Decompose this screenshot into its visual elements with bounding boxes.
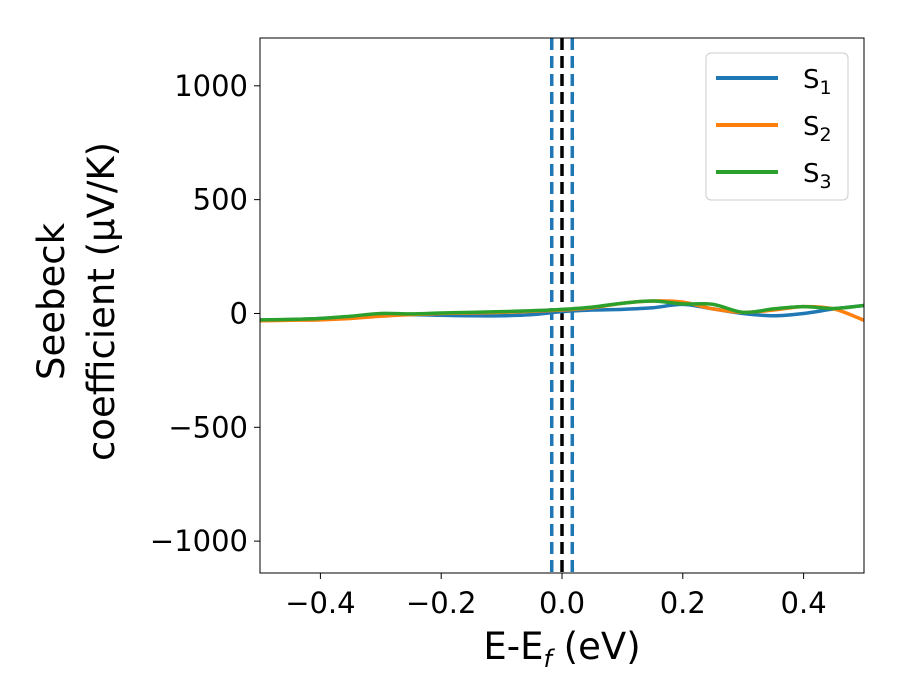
x-tick-label: −0.4 xyxy=(285,586,355,620)
x-axis-label-main: E-E xyxy=(483,625,543,668)
x-axis-label-unit: (eV) xyxy=(552,625,641,668)
y-tick-label: −500 xyxy=(168,410,248,444)
legend-label-s1: S1 xyxy=(803,65,832,99)
y-tick-label: 0 xyxy=(230,296,248,330)
legend-label-s2: S2 xyxy=(803,112,832,146)
y-tick-label: 500 xyxy=(193,183,248,217)
x-tick-label: 0.4 xyxy=(781,586,827,620)
y-axis-label-line1: Seebeck xyxy=(30,222,73,380)
legend-label-s3: S3 xyxy=(803,159,832,193)
legend: S1 S2 S3 xyxy=(705,52,849,201)
x-tick-label: 0.0 xyxy=(539,586,585,620)
fermi-level-markers xyxy=(549,38,575,573)
x-tick-label: −0.2 xyxy=(406,586,476,620)
y-tick-label: −1000 xyxy=(150,524,248,558)
y-axis-label: Seebeck coefficient (μV/K) xyxy=(30,142,123,461)
series-line-s3 xyxy=(260,299,864,322)
series-layer xyxy=(260,299,864,323)
axis-ticks: −0.4 −0.2 0.0 0.2 0.4 1000 500 0 −500 −1000 xyxy=(150,69,827,620)
y-tick-label: 1000 xyxy=(174,69,248,103)
x-axis-label: E-Ef (eV) xyxy=(483,625,640,673)
y-axis-label-line2: coefficient (μV/K) xyxy=(80,142,123,461)
x-tick-label: 0.2 xyxy=(660,586,706,620)
